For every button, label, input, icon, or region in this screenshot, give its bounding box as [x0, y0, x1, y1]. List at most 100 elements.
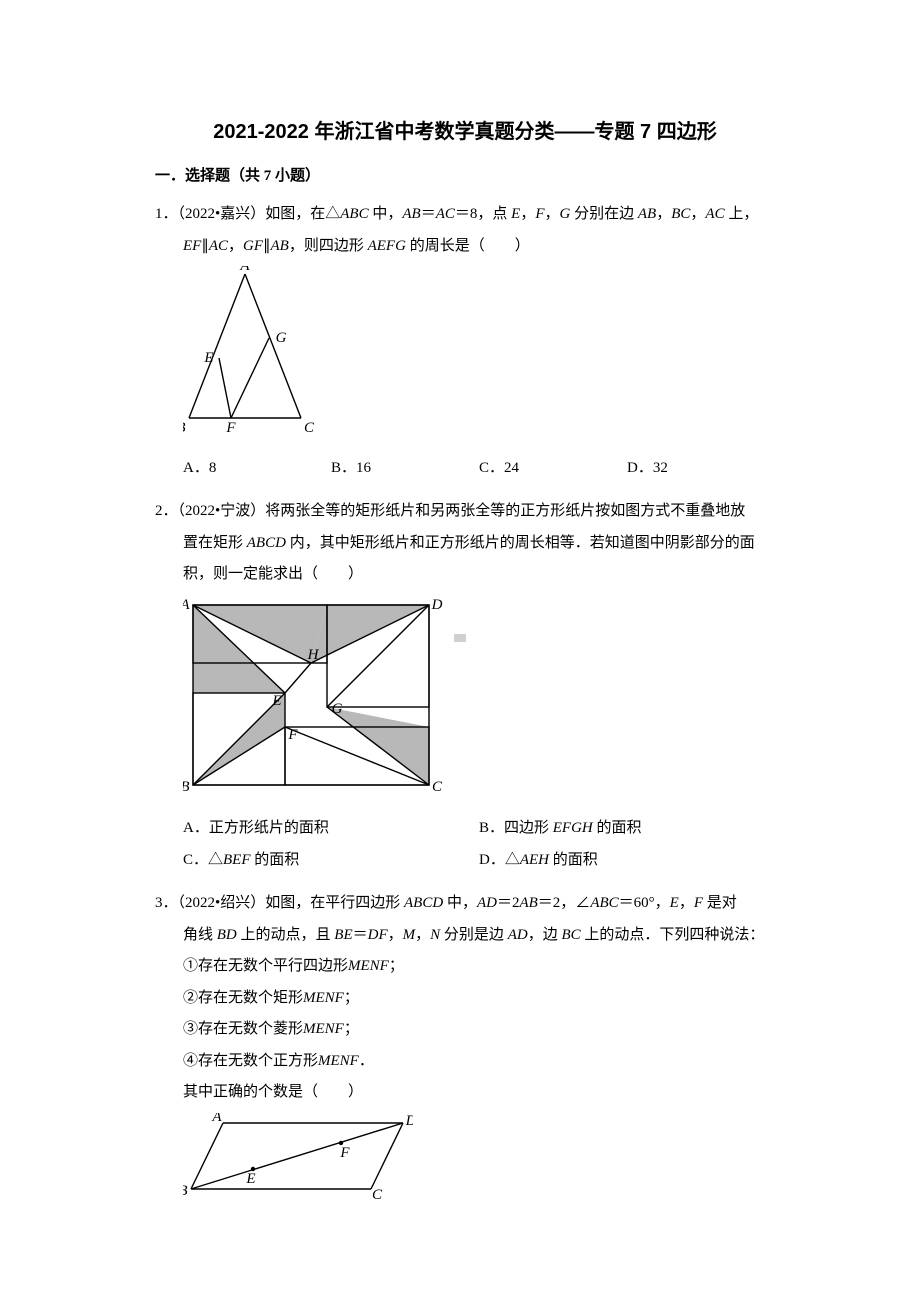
- q3-c: ，: [388, 927, 403, 943]
- svg-text:G: G: [276, 330, 287, 346]
- svg-text:B: B: [183, 779, 190, 795]
- q3-s2-end: ；: [344, 990, 359, 1006]
- q3-abcd: ABCD: [404, 895, 443, 911]
- q1-text: 分别在边: [570, 206, 638, 222]
- q2-line3: 积，则一定能求出（ ）: [155, 559, 775, 591]
- q2-option-b: B．四边形 EFGH 的面积: [479, 813, 775, 845]
- q1-option-a: A．8: [183, 453, 331, 485]
- q1-eq: ＝: [421, 206, 436, 222]
- q3-stmt2: ②存在无数个矩形 MENF；: [155, 983, 775, 1015]
- q2-text: 内，其中矩形纸片和正方形纸片的周长相等．若知道图中阴影部分的面: [286, 535, 755, 551]
- q1-option-b: B．16: [331, 453, 479, 485]
- q3-eq: ＝60°，: [619, 895, 670, 911]
- q1-abc: ABC: [340, 206, 368, 222]
- q1-text: ＝8，点: [455, 206, 511, 222]
- q3-s2-text: ②存在无数个矩形: [183, 983, 303, 1015]
- q1-c: ，: [656, 206, 671, 222]
- svg-text:B: B: [183, 420, 186, 436]
- q2-options: A．正方形纸片的面积 B．四边形 EFGH 的面积 C．△BEF 的面积 D．△…: [155, 813, 775, 876]
- svg-text:E: E: [271, 693, 281, 709]
- q3-c: ，边: [528, 927, 562, 943]
- page-title: 2021-2022 年浙江省中考数学真题分类——专题 7 四边形: [155, 115, 775, 144]
- q2-optb-text: B．四边形: [479, 820, 553, 836]
- svg-text:E: E: [203, 350, 213, 366]
- q3-bd: BD: [217, 927, 237, 943]
- q3-m: M: [403, 927, 416, 943]
- q2-optd-text: D．△: [479, 852, 520, 868]
- question-3: 3．（2022•绍兴）如图，在平行四边形 ABCD 中，AD＝2AB＝2，∠AB…: [155, 888, 775, 1215]
- svg-text:C: C: [304, 420, 315, 436]
- q1-f: F: [535, 206, 544, 222]
- q3-bc: BC: [561, 927, 580, 943]
- q3-ad: AD: [477, 895, 497, 911]
- q3-s1-end: ；: [389, 958, 404, 974]
- q2-optb-text: 的面积: [593, 820, 642, 836]
- q1-ef: EF: [183, 238, 201, 254]
- q3-stmt1: ①存在无数个平行四边形 MENF；: [155, 951, 775, 983]
- q3-ad: AD: [508, 927, 528, 943]
- q1-ab: AB: [402, 206, 420, 222]
- q3-n: N: [430, 927, 440, 943]
- q1-option-c: C．24: [479, 453, 627, 485]
- q3-text: 3．（2022•绍兴）如图，在平行四边形: [155, 895, 404, 911]
- q1-par: ∥: [263, 238, 271, 254]
- q3-figure: ADBCEF: [183, 1113, 775, 1216]
- q2-option-c: C．△BEF 的面积: [183, 845, 479, 877]
- q1-ac: AC: [209, 238, 228, 254]
- q3-stmt4: ④存在无数个正方形 MENF．: [155, 1046, 775, 1078]
- q1-ab: AB: [271, 238, 289, 254]
- q1-text: ，则四边形: [289, 238, 368, 254]
- q2-line2: 置在矩形 ABCD 内，其中矩形纸片和正方形纸片的周长相等．若知道图中阴影部分的…: [155, 528, 775, 560]
- q3-line2: 角线 BD 上的动点，且 BE＝DF，M，N 分别是边 AD，边 BC 上的动点…: [155, 920, 775, 952]
- q1-c: ，: [228, 238, 243, 254]
- q1-g: G: [560, 206, 571, 222]
- q2-line1: 2．（2022•宁波）将两张全等的矩形纸片和另两张全等的正方形纸片按如图方式不重…: [155, 496, 775, 528]
- q3-eq: ＝2: [497, 895, 520, 911]
- svg-text:G: G: [332, 701, 343, 717]
- q2-optc-text: C．△: [183, 852, 223, 868]
- q1-aefg: AEFG: [368, 238, 406, 254]
- svg-text:A: A: [211, 1113, 222, 1125]
- svg-text:C: C: [432, 779, 443, 795]
- q3-c: ，: [679, 895, 694, 911]
- q3-eq: ＝2，∠: [538, 895, 591, 911]
- q1-bc: BC: [671, 206, 690, 222]
- q3-text: 上的动点．下列四种说法：: [581, 927, 765, 943]
- q3-ab: AB: [519, 895, 537, 911]
- q3-eq: ＝: [353, 927, 368, 943]
- q2-efgh: EFGH: [553, 820, 593, 836]
- svg-text:F: F: [225, 420, 236, 436]
- q3-df: DF: [368, 927, 388, 943]
- q1-par: ∥: [201, 238, 209, 254]
- q3-e: E: [670, 895, 679, 911]
- page-indicator-icon: [454, 634, 466, 642]
- q1-text: 1．（2022•嘉兴）如图，在△: [155, 206, 340, 222]
- q1-text: 的周长是（ ）: [406, 238, 530, 254]
- section-header: 一．选择题（共 7 小题）: [155, 164, 775, 185]
- svg-text:D: D: [431, 597, 443, 613]
- q2-abcd: ABCD: [247, 535, 286, 551]
- svg-text:F: F: [339, 1145, 350, 1161]
- q2-optd-text: 的面积: [549, 852, 598, 868]
- q3-s4-text: ④存在无数个正方形: [183, 1046, 318, 1078]
- q1-line1: 1．（2022•嘉兴）如图，在△ABC 中，AB＝AC＝8，点 E，F，G 分别…: [155, 199, 775, 231]
- q2-option-d: D．△AEH 的面积: [479, 845, 775, 877]
- q1-c: ，: [520, 206, 535, 222]
- q3-text: 是对: [703, 895, 737, 911]
- q3-text: 上的动点，且: [237, 927, 335, 943]
- q1-c: ，: [545, 206, 560, 222]
- question-2: 2．（2022•宁波）将两张全等的矩形纸片和另两张全等的正方形纸片按如图方式不重…: [155, 496, 775, 876]
- question-1: 1．（2022•嘉兴）如图，在△ABC 中，AB＝AC＝8，点 E，F，G 分别…: [155, 199, 775, 484]
- q3-text: 角线: [183, 927, 217, 943]
- svg-text:A: A: [239, 266, 250, 274]
- q1-e: E: [511, 206, 520, 222]
- q1-ab2: AB: [638, 206, 656, 222]
- svg-text:E: E: [245, 1171, 255, 1187]
- q3-text: 中，: [443, 895, 477, 911]
- q1-text: 中，: [369, 206, 403, 222]
- q1-gf: GF: [243, 238, 263, 254]
- q3-c: ，: [415, 927, 430, 943]
- q1-text: 上，: [725, 206, 759, 222]
- q3-line1: 3．（2022•绍兴）如图，在平行四边形 ABCD 中，AD＝2AB＝2，∠AB…: [155, 888, 775, 920]
- q1-ac: AC: [436, 206, 455, 222]
